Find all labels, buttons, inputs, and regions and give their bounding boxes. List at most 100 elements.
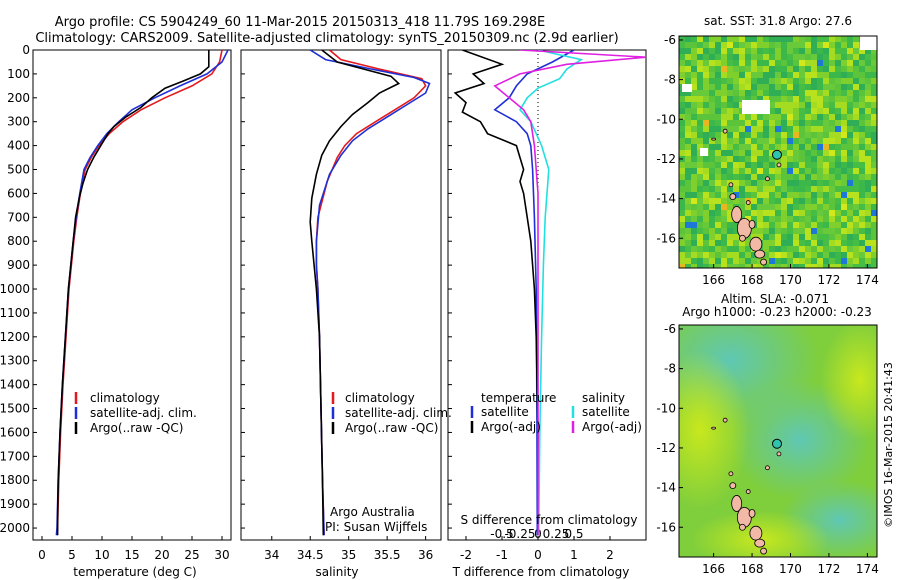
sst-cell	[763, 264, 769, 268]
sst-cell	[757, 144, 763, 150]
sst-cell	[727, 126, 733, 132]
sst-cell	[811, 126, 817, 132]
sst-cell	[787, 132, 793, 138]
series-argo-raw-qc-	[309, 50, 401, 536]
sst-cell	[847, 186, 853, 192]
x-tick-label: 0	[534, 548, 542, 562]
sst-cell	[781, 102, 787, 108]
sst-cell	[799, 144, 805, 150]
sst-cell	[763, 96, 769, 102]
sst-cell	[811, 264, 817, 268]
sst-cell	[787, 108, 793, 114]
sst-cell	[823, 84, 829, 90]
sst-cell	[787, 186, 793, 192]
sst-cell	[751, 132, 757, 138]
sst-cell	[853, 216, 859, 222]
sst-cell	[691, 114, 697, 120]
sst-cell	[853, 114, 859, 120]
sst-cell	[865, 180, 871, 186]
sst-cell	[697, 210, 703, 216]
sst-cell	[709, 192, 715, 198]
sst-cell	[859, 72, 865, 78]
sst-cell	[769, 174, 775, 180]
sst-cell	[709, 132, 715, 138]
sst-cell	[703, 258, 709, 264]
sst-cell	[685, 162, 691, 168]
sst-cell	[769, 84, 775, 90]
sst-cell	[769, 60, 775, 66]
sst-cell	[859, 264, 865, 268]
sst-cell	[769, 228, 775, 234]
sst-cell	[835, 66, 841, 72]
sst-cell	[739, 42, 745, 48]
sst-cell	[787, 102, 793, 108]
sst-cell	[865, 60, 871, 66]
sst-cell	[733, 186, 739, 192]
sst-cell	[811, 258, 817, 264]
sst-cell	[841, 120, 847, 126]
sst-cell	[805, 96, 811, 102]
sst-cell	[751, 78, 757, 84]
sst-cell	[805, 156, 811, 162]
sst-cell	[775, 72, 781, 78]
sst-cell	[745, 150, 751, 156]
sst-cell	[847, 48, 853, 54]
sst-cell	[691, 48, 697, 54]
sst-cell	[763, 156, 769, 162]
sst-cell	[865, 168, 871, 174]
sst-cell	[685, 222, 691, 228]
sst-cell	[793, 66, 799, 72]
sst-cell	[763, 168, 769, 174]
sst-cell	[709, 240, 715, 246]
sst-cell	[721, 66, 727, 72]
sst-cell	[829, 216, 835, 222]
sst-cell	[739, 258, 745, 264]
sst-cell	[727, 78, 733, 84]
sst-cell	[847, 180, 853, 186]
sst-cell	[775, 108, 781, 114]
sst-cell	[745, 90, 751, 96]
sst-cell	[769, 36, 775, 42]
sst-cell	[829, 126, 835, 132]
map-x-tick-label: 170	[779, 273, 802, 287]
sst-cell	[715, 126, 721, 132]
sst-cell	[787, 120, 793, 126]
sst-cell	[697, 42, 703, 48]
sst-cell	[823, 126, 829, 132]
sst-cell	[721, 72, 727, 78]
sst-cell	[715, 168, 721, 174]
sst-cell	[835, 90, 841, 96]
sst-cell	[841, 198, 847, 204]
sst-cell	[745, 204, 751, 210]
credit-pi: PI: Susan Wijffels	[325, 520, 427, 534]
sst-cell	[841, 168, 847, 174]
sst-cell	[739, 150, 745, 156]
sst-cell	[697, 246, 703, 252]
sst-cell	[793, 60, 799, 66]
sst-cell	[817, 48, 823, 54]
legend-label-satellite: satellite-adj. clim.	[345, 406, 452, 420]
sst-cell	[763, 144, 769, 150]
y-tick-label: 200	[7, 91, 30, 105]
sst-cell	[871, 204, 877, 210]
sst-cell	[739, 252, 745, 258]
sst-cell	[781, 228, 787, 234]
sst-cell	[763, 132, 769, 138]
sst-cell	[703, 90, 709, 96]
sst-cell	[721, 48, 727, 54]
sst-cell	[751, 204, 757, 210]
y-tick-label: 1600	[0, 425, 30, 439]
sst-cell	[739, 138, 745, 144]
sst-cell	[805, 222, 811, 228]
sst-cell	[745, 138, 751, 144]
sst-cell	[679, 252, 685, 258]
sst-cell	[757, 42, 763, 48]
sst-cell	[793, 114, 799, 120]
sst-cell	[823, 162, 829, 168]
salinity-legend: climatology satellite-adj. clim. Argo(..…	[331, 391, 452, 435]
sst-cell	[859, 144, 865, 150]
sst-cell	[709, 60, 715, 66]
sst-cell	[781, 162, 787, 168]
sst-cell	[871, 162, 877, 168]
sst-cell	[805, 60, 811, 66]
